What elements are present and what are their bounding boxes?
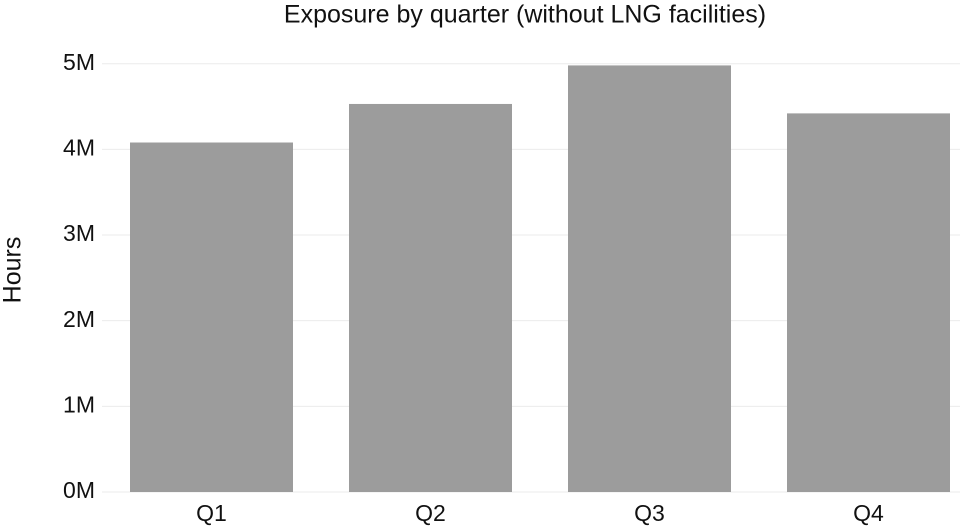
y-axis-label: Hours: [0, 237, 27, 304]
bar: [130, 142, 293, 492]
x-tick-label: Q4: [853, 500, 884, 526]
chart-title: Exposure by quarter (without LNG facilit…: [284, 1, 766, 29]
bar: [787, 113, 950, 492]
y-tick-label: 4M: [63, 134, 95, 160]
bar: [349, 103, 512, 492]
y-tick-label: 0M: [63, 477, 95, 503]
x-tick-label: Q3: [634, 500, 665, 526]
y-tick-label: 5M: [63, 49, 95, 75]
x-tick-label: Q2: [415, 500, 446, 526]
y-tick-label: 3M: [63, 220, 95, 246]
y-tick-label: 2M: [63, 306, 95, 332]
x-tick-label: Q1: [196, 500, 227, 526]
y-tick-label: 1M: [63, 391, 95, 417]
bar: [568, 65, 731, 493]
